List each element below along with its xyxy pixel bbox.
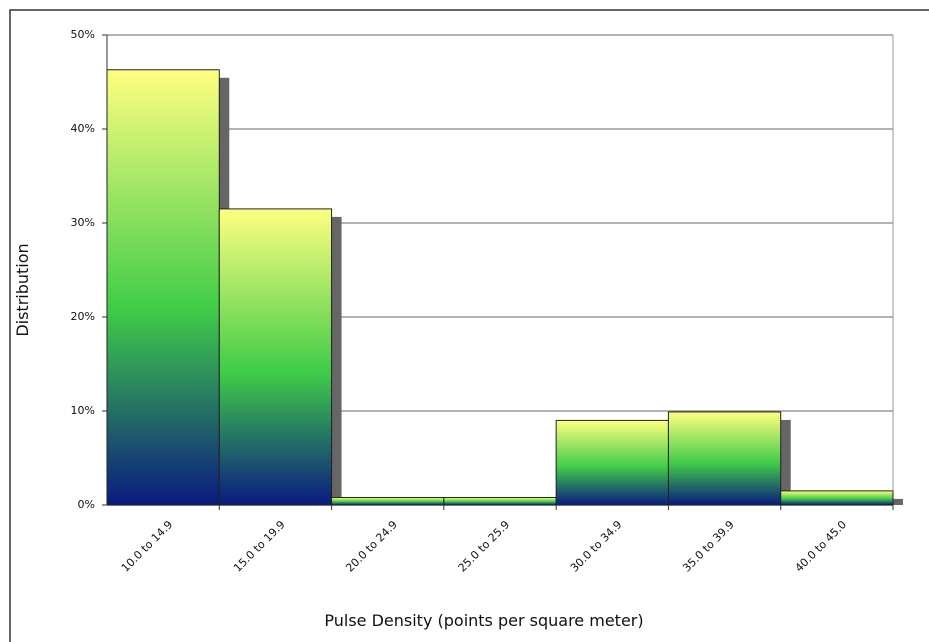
bar [667,411,782,506]
frame [9,9,929,642]
x-axis-title: Pulse Density (points per square meter) [324,611,643,630]
y-tick-label: 50% [71,28,95,41]
bar [106,69,220,506]
y-axis-title: Distribution [13,243,32,336]
y-tick-label: 30% [71,216,95,229]
bar [443,496,557,506]
y-tick-label: 40% [71,122,95,135]
bar [331,496,445,506]
y-tick-label: 0% [78,498,95,511]
y-tick-label: 20% [71,310,95,323]
bar [218,208,333,506]
bars [106,69,903,506]
bar [780,490,894,506]
y-tick-label: 10% [71,404,95,417]
bar [555,419,669,506]
